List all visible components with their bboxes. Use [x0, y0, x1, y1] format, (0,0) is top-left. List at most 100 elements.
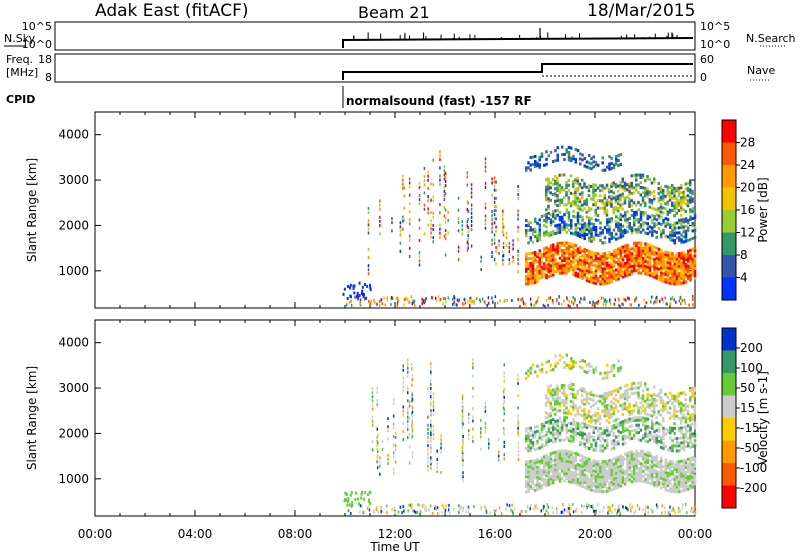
velocity-echo	[619, 469, 622, 473]
power-echo	[353, 284, 356, 288]
power-echo	[545, 232, 548, 236]
power-echo	[538, 238, 541, 242]
power-echo	[418, 194, 421, 198]
power-echo	[610, 231, 613, 235]
power-echo	[671, 269, 674, 273]
power-echo	[558, 261, 562, 265]
velocity-echo	[599, 472, 602, 476]
velocity-echo	[527, 485, 530, 489]
velocity-echo	[549, 411, 552, 415]
velocity-echo	[402, 421, 405, 425]
velocity-echo	[675, 477, 679, 481]
power-echo	[421, 302, 423, 306]
power-echo	[551, 182, 555, 186]
velocity-echo	[669, 474, 672, 478]
power-echo	[543, 264, 546, 268]
velocity-echo	[581, 474, 584, 478]
velocity-echo	[392, 414, 395, 418]
power-echo	[563, 251, 566, 255]
velocity-echo	[534, 468, 537, 472]
velocity-echo	[689, 474, 692, 478]
velocity-echo	[689, 466, 692, 470]
power-echo	[612, 181, 615, 185]
velocity-echo	[606, 428, 609, 432]
power-echo	[599, 264, 602, 268]
velocity-echo	[411, 391, 413, 395]
power-echo	[547, 216, 550, 220]
power-echo	[691, 221, 694, 225]
power-echo	[628, 297, 630, 301]
velocity-echo	[644, 382, 647, 386]
power-echo	[693, 261, 697, 265]
velocity-echo	[668, 510, 671, 514]
power-echo	[418, 251, 421, 255]
power-echo	[624, 269, 627, 273]
power-echo	[637, 208, 640, 212]
velocity-echo	[394, 511, 396, 515]
velocity-echo	[556, 399, 559, 403]
velocity-echo	[585, 396, 588, 400]
power-echo	[617, 272, 620, 276]
velocity-echo	[628, 455, 631, 459]
velocity-echo	[606, 371, 609, 375]
power-echo	[615, 215, 618, 219]
power-echo	[527, 267, 530, 271]
velocity-echo	[574, 421, 577, 425]
velocity-echo	[599, 470, 602, 474]
power-echo	[597, 262, 600, 266]
velocity-echo	[590, 425, 593, 429]
velocity-echo	[659, 396, 663, 400]
power-echo	[561, 251, 564, 255]
power-echo	[427, 174, 429, 178]
velocity-echo	[376, 386, 378, 390]
power-echo	[502, 262, 504, 266]
power-echo	[684, 210, 687, 214]
power-echo	[603, 259, 607, 263]
power-echo	[579, 258, 582, 262]
velocity-echo	[592, 426, 595, 430]
velocity-echo	[675, 487, 679, 491]
power-echo	[639, 230, 643, 234]
velocity-echo	[646, 412, 649, 416]
velocity-echo	[644, 434, 647, 438]
velocity-echo	[462, 463, 464, 467]
power-echo	[585, 160, 589, 164]
power-echo	[558, 210, 562, 214]
power-echo	[379, 215, 381, 219]
velocity-echo	[568, 510, 570, 514]
power-echo	[493, 258, 496, 262]
power-echo	[538, 225, 541, 229]
velocity-echo	[689, 388, 692, 392]
power-echo	[612, 191, 615, 195]
velocity-echo	[644, 427, 647, 431]
power-echo	[572, 192, 575, 196]
velocity-echo	[610, 415, 613, 419]
velocity-echo	[436, 461, 438, 465]
velocity-echo	[462, 439, 464, 443]
velocity-echo	[574, 474, 577, 478]
power-echo	[558, 295, 560, 299]
velocity-echo	[574, 403, 577, 407]
power-echo	[576, 199, 579, 203]
power-echo	[659, 205, 663, 209]
power-echo	[491, 181, 493, 185]
velocity-echo	[547, 465, 550, 469]
velocity-echo	[547, 483, 550, 487]
velocity-echo	[572, 481, 575, 485]
velocity-echo	[462, 454, 464, 458]
velocity-echo	[673, 409, 676, 413]
power-echo	[556, 252, 559, 256]
power-echo	[682, 230, 685, 234]
power-echo	[603, 279, 607, 283]
power-echo	[608, 251, 611, 255]
velocity-echo	[682, 459, 685, 463]
power-echo	[425, 297, 427, 301]
power-echo	[549, 218, 553, 222]
nsearch-tick-bottom: 10^0	[700, 38, 730, 51]
power-echo	[444, 233, 447, 237]
power-echo	[599, 274, 602, 278]
power-echo	[628, 255, 631, 259]
power-echo	[680, 213, 683, 217]
power-echo	[396, 301, 399, 305]
velocity-echo	[558, 358, 562, 362]
